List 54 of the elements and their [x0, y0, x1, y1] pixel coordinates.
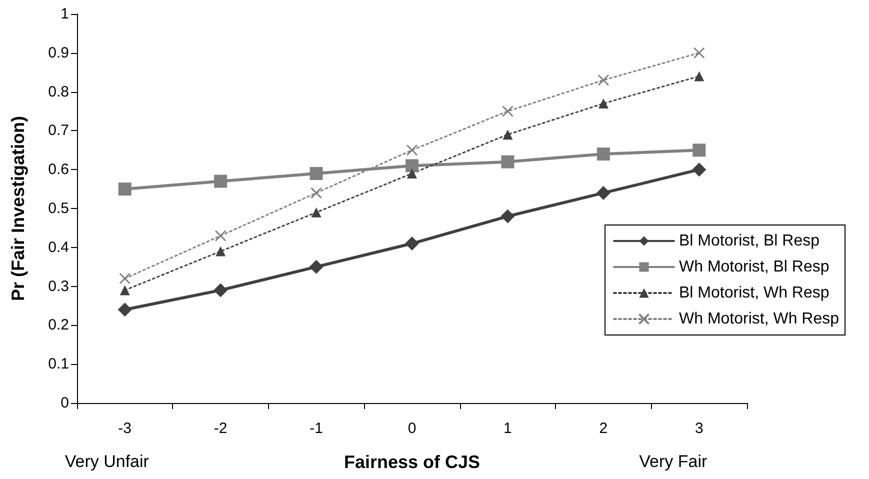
point [214, 174, 228, 188]
point [119, 272, 131, 284]
point [406, 144, 418, 156]
legend-label: Wh Motorist, Wh Resp [679, 310, 840, 328]
y-tick-label: 0.9 [48, 44, 69, 62]
point [310, 187, 322, 199]
point [214, 230, 226, 242]
x-tick-label: 0 [408, 420, 416, 437]
x-tick-label: -1 [310, 420, 323, 437]
point [118, 302, 132, 317]
y-tick-label: 1 [60, 6, 69, 22]
y-tick-label: 0.8 [48, 83, 69, 100]
y-tick-label: 0.1 [48, 356, 69, 373]
point [500, 209, 515, 224]
text: Very Unfair [64, 452, 150, 471]
point [118, 182, 132, 196]
x-tick-label: -2 [214, 420, 228, 437]
legend-label: Bl Motorist, Wh Resp [679, 284, 830, 302]
point [596, 148, 610, 161]
point [694, 71, 704, 82]
legend-label: Wh Motorist, Bl Resp [679, 258, 830, 276]
point [407, 168, 417, 178]
point [693, 47, 705, 59]
point [502, 106, 514, 117]
point [502, 130, 513, 140]
x-tick-label: 2 [599, 420, 608, 437]
point [501, 155, 514, 168]
y-tick-label: 0.5 [48, 200, 69, 217]
point [310, 166, 323, 180]
point [598, 98, 608, 108]
point [405, 236, 419, 251]
y-tick-label: 0 [60, 394, 69, 412]
x-axis-title: Fairness of CJS [344, 452, 480, 472]
point [309, 260, 324, 274]
point [692, 162, 706, 177]
text: Very Fair [639, 452, 708, 471]
legend-label: Bl Motorist, Bl Resp [679, 232, 820, 250]
y-tick-label: 0.2 [48, 316, 69, 334]
point [692, 144, 706, 157]
point [214, 283, 228, 298]
y-axis-title: Pr (Fair Investigation) [8, 116, 28, 302]
y-tick-label: 0.3 [48, 278, 69, 295]
point [311, 207, 322, 218]
y-tick-label: 0.7 [48, 122, 69, 140]
point [120, 285, 130, 296]
point [406, 159, 418, 172]
point [598, 74, 610, 86]
x-tick-label: -3 [118, 420, 132, 437]
y-tick-label: 0.4 [48, 238, 69, 256]
x-tick-label: 3 [694, 420, 704, 437]
x-tick-label: 1 [504, 420, 512, 437]
y-tick-label: 0.6 [48, 161, 69, 178]
point [216, 246, 226, 256]
point [596, 186, 610, 200]
